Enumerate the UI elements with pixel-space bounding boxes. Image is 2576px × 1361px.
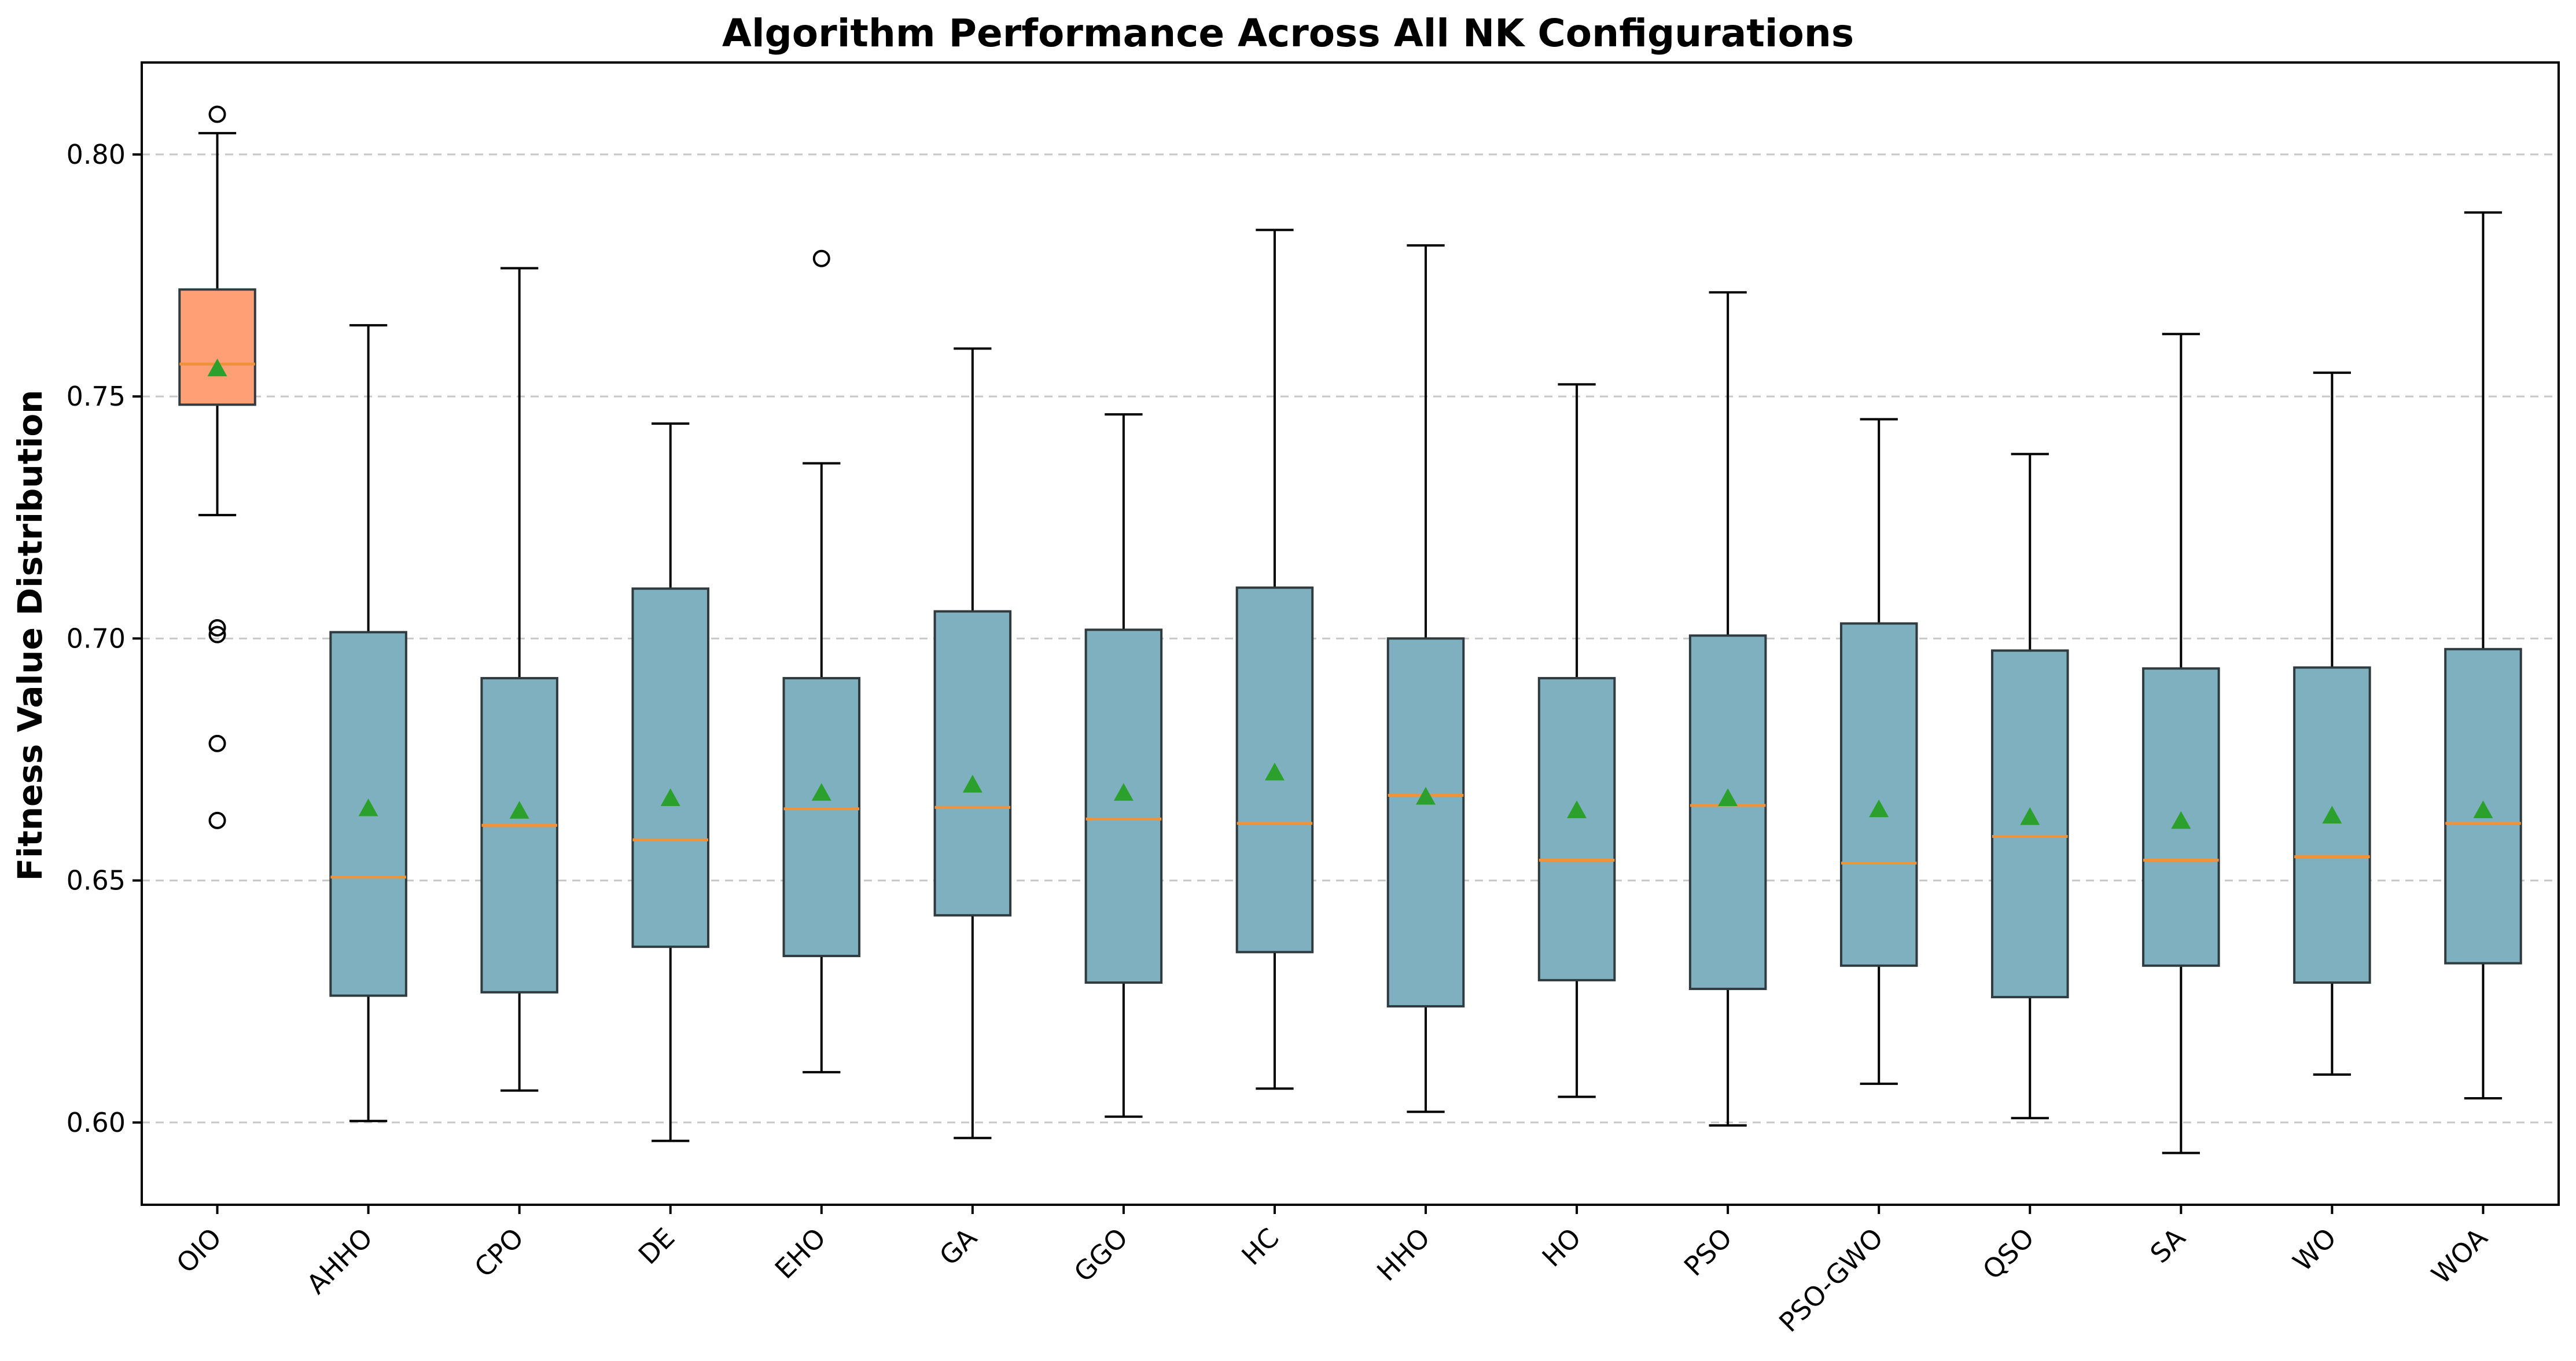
x-tick-label: HHO xyxy=(1371,1222,1436,1288)
iqr-box xyxy=(1688,634,1767,990)
y-axis-label: Fitness Value Distribution xyxy=(10,390,50,881)
mean-marker xyxy=(2020,807,2040,825)
x-tick-label: AHHO xyxy=(300,1222,378,1300)
box-ho xyxy=(1537,383,1616,1098)
outlier-point xyxy=(208,105,226,123)
iqr-box xyxy=(329,631,407,997)
outlier-point xyxy=(208,626,226,643)
x-tick-label: WO xyxy=(2287,1222,2342,1278)
mean-marker xyxy=(2473,800,2493,818)
x-tick-label: HC xyxy=(1235,1222,1285,1271)
boxplots xyxy=(178,105,2522,1154)
box-woa xyxy=(2444,211,2522,1099)
mean-marker xyxy=(1567,800,1587,818)
outlier-point xyxy=(208,811,226,829)
x-tick-label: QSO xyxy=(1977,1222,2040,1286)
mean-marker xyxy=(660,788,680,806)
box-ggo xyxy=(1084,413,1163,1118)
mean-marker xyxy=(1113,783,1134,801)
box-wo xyxy=(2293,371,2371,1076)
box-pso xyxy=(1688,291,1767,1127)
box-hc xyxy=(1235,229,1314,1090)
box-hho xyxy=(1386,244,1465,1113)
axes-frame xyxy=(141,61,2560,1206)
iqr-box xyxy=(2293,666,2371,984)
mean-marker xyxy=(962,774,982,793)
x-tick-label: GGO xyxy=(1068,1222,1134,1288)
mean-marker xyxy=(358,798,378,816)
outlier-point xyxy=(208,619,226,637)
iqr-box xyxy=(1839,622,1918,967)
mean-marker xyxy=(2322,805,2342,824)
x-tick-label: DE xyxy=(632,1222,681,1271)
box-oio xyxy=(178,105,256,829)
outlier-point xyxy=(812,249,830,267)
x-tick-label: GA xyxy=(933,1222,983,1271)
iqr-box xyxy=(631,587,709,948)
mean-marker xyxy=(2171,811,2191,829)
mean-marker xyxy=(1264,763,1285,781)
iqr-box xyxy=(480,676,558,994)
x-tick-label: EHO xyxy=(769,1222,832,1285)
y-tick-label: 0.70 xyxy=(67,623,126,654)
x-tick-label: CPO xyxy=(468,1222,529,1283)
chart-title: Algorithm Performance Across All NK Conf… xyxy=(722,11,1854,56)
x-tick-label: OIO xyxy=(170,1222,227,1279)
x-tick-label: PSO xyxy=(1678,1222,1738,1282)
y-tick-label: 0.65 xyxy=(67,865,126,896)
box-de xyxy=(631,422,709,1142)
box-sa xyxy=(2142,333,2220,1154)
box-eho xyxy=(782,249,861,1073)
outlier-point xyxy=(208,734,226,752)
mean-marker xyxy=(1416,786,1436,805)
mean-marker xyxy=(207,358,227,377)
mean-marker xyxy=(509,801,529,819)
x-tick-label: SA xyxy=(2144,1222,2191,1269)
box-pso-gwo xyxy=(1839,418,1918,1085)
y-tick-label: 0.75 xyxy=(67,381,126,412)
x-axis-ticks: OIO AHHO CPO DE EHO GA GGO HC HHO HO PSO PSO-GWO QSO… xyxy=(170,1205,2494,1338)
x-tick-label: WOA xyxy=(2426,1222,2494,1290)
iqr-box xyxy=(2444,648,2522,965)
iqr-box xyxy=(1084,628,1163,984)
iqr-box xyxy=(933,610,1012,917)
y-tick-label: 0.60 xyxy=(67,1107,126,1138)
mean-marker xyxy=(1718,788,1738,806)
y-tick-label: 0.80 xyxy=(67,139,126,170)
iqr-box xyxy=(782,676,861,958)
iqr-box xyxy=(178,288,256,406)
box-cpo xyxy=(480,267,558,1092)
y-axis-ticks: 0.60 0.65 0.70 0.75 0.80 xyxy=(67,139,142,1138)
box-ga xyxy=(933,347,1012,1139)
mean-marker xyxy=(811,783,831,801)
box-ahho xyxy=(329,324,407,1123)
iqr-box xyxy=(1386,637,1465,1008)
x-tick-label: HO xyxy=(1536,1222,1587,1273)
x-tick-label: PSO-GWO xyxy=(1773,1222,1889,1338)
box-qso xyxy=(1991,453,2069,1120)
mean-marker xyxy=(1869,799,1889,818)
iqr-box xyxy=(1537,676,1616,981)
